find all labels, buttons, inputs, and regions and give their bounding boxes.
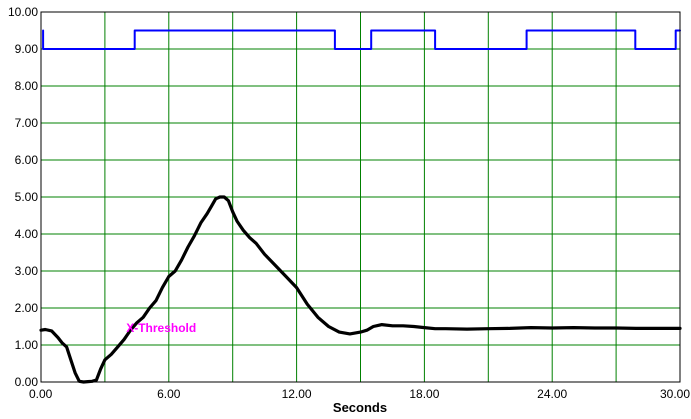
y-tick-label: 1.00 [15,338,39,352]
series-group [39,29,682,384]
x-tick-label: 30.00 [660,387,690,401]
y-tick-label: 2.00 [15,301,39,315]
upper-step-series-line [42,29,681,50]
x-tick-label: 12.00 [282,387,312,401]
lower-signal-series-line [39,195,682,384]
x-tick-labels: 0.00 6.00 12.00 18.00 24.00 30.00 [29,387,690,401]
y-tick-label: 0.00 [15,375,39,389]
y-tick-label: 9.00 [15,42,39,56]
y-tick-label: 10.00 [8,5,38,19]
y-tick-label: 8.00 [15,79,39,93]
x-tick-label: 24.00 [537,387,567,401]
x-axis-label: Seconds [333,400,387,415]
x-threshold-annotation: X-Threshold [126,321,196,335]
x-tick-label: 18.00 [409,387,439,401]
y-tick-labels: 0.00 1.00 2.00 3.00 4.00 5.00 6.00 7.00 8.00 9.00… [8,5,38,389]
plot-frame [40,11,681,383]
y-tick-label: 6.00 [15,153,39,167]
x-tick-label: 0.00 [29,387,53,401]
y-tick-label: 7.00 [15,116,39,130]
y-tick-label: 3.00 [15,264,39,278]
y-tick-label: 4.00 [15,227,39,241]
y-tick-label: 5.00 [15,190,39,204]
x-tick-label: 6.00 [157,387,181,401]
